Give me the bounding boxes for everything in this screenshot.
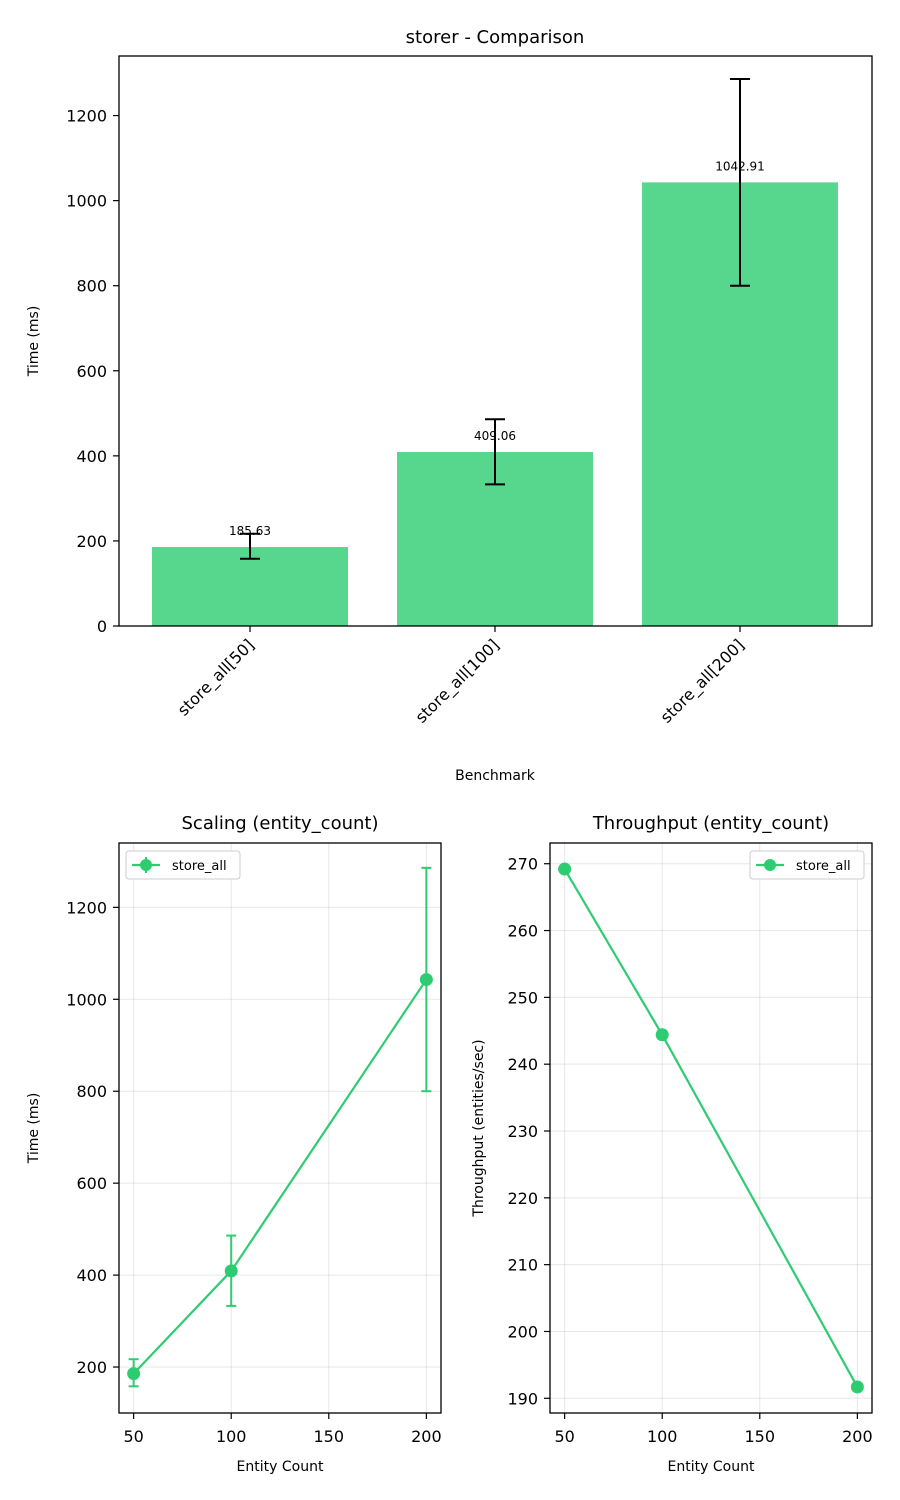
- y-tick-label: 400: [76, 447, 107, 466]
- x-tick-label: store_all[200]: [656, 635, 748, 727]
- series-line: [132, 978, 428, 1375]
- x-tick-label: 50: [123, 1427, 143, 1446]
- y-tick-label: 230: [507, 1122, 538, 1141]
- chart-title: Throughput (entity_count): [592, 813, 829, 834]
- data-point: [850, 1380, 864, 1394]
- y-tick-label: 1000: [66, 192, 107, 211]
- x-axis-label: Entity Count: [237, 1459, 324, 1475]
- legend-marker: [764, 859, 776, 871]
- legend-box: [125, 850, 241, 880]
- data-label: 185.63: [229, 524, 271, 538]
- y-tick-label: 600: [76, 362, 107, 381]
- y-axis-label: Time (ms): [26, 306, 42, 378]
- x-axis-label: Entity Count: [668, 1459, 755, 1475]
- plot-frame: [549, 842, 873, 1414]
- y-tick-label: 800: [76, 1082, 107, 1101]
- y-tick-label: 1200: [66, 898, 107, 917]
- x-tick-label: 150: [314, 1427, 345, 1446]
- y-tick-label: 400: [76, 1266, 107, 1285]
- data-point: [419, 973, 433, 987]
- y-axis-label: Time (ms): [26, 1093, 42, 1165]
- x-tick-label: 200: [411, 1427, 442, 1446]
- x-tick-label: 100: [647, 1427, 678, 1446]
- legend: store_all: [749, 850, 865, 880]
- data-point: [655, 1028, 669, 1042]
- x-tick-label: 50: [554, 1427, 574, 1446]
- data-label: 1042.91: [715, 159, 765, 173]
- comparison-chart: storer - Comparison Benchmark Time (ms) …: [26, 27, 873, 784]
- chart-title: storer - Comparison: [406, 27, 585, 48]
- x-tick-label: 150: [745, 1427, 776, 1446]
- y-axis-label: Throughput (entities/sec): [471, 1039, 487, 1217]
- y-tick-label: 600: [76, 1174, 107, 1193]
- x-tick-label: 200: [842, 1427, 873, 1446]
- legend-marker: [140, 859, 152, 871]
- chart-title: Scaling (entity_count): [182, 813, 379, 834]
- y-tick-label: 1200: [66, 107, 107, 126]
- legend: store_all: [125, 850, 241, 880]
- data-point: [558, 862, 572, 876]
- plot-frame: [118, 842, 442, 1414]
- x-tick-label: 100: [216, 1427, 247, 1446]
- y-tick-label: 0: [97, 617, 107, 636]
- x-tick-label: store_all[100]: [411, 635, 503, 727]
- data-point: [224, 1264, 238, 1278]
- bar: [152, 547, 348, 626]
- y-tick-label: 240: [507, 1055, 538, 1074]
- x-tick-label: store_all[50]: [174, 635, 259, 720]
- legend-label: store_all: [796, 859, 851, 874]
- throughput-chart: Throughput (entity_count) Entity Count T…: [471, 813, 873, 1475]
- y-tick-label: 260: [507, 922, 538, 941]
- y-tick-label: 250: [507, 988, 538, 1007]
- x-axis-label: Benchmark: [455, 768, 536, 784]
- y-tick-label: 210: [507, 1256, 538, 1275]
- scaling-chart: Scaling (entity_count) Entity Count Time…: [26, 813, 442, 1475]
- y-tick-label: 190: [507, 1389, 538, 1408]
- series-line: [563, 868, 859, 1388]
- y-tick-label: 800: [76, 277, 107, 296]
- legend-box: [749, 850, 865, 880]
- y-tick-label: 200: [76, 1358, 107, 1377]
- data-point: [127, 1367, 141, 1381]
- y-tick-label: 220: [507, 1189, 538, 1208]
- y-tick-label: 200: [76, 532, 107, 551]
- y-tick-label: 1000: [66, 990, 107, 1009]
- y-tick-label: 270: [507, 855, 538, 874]
- y-tick-label: 200: [507, 1322, 538, 1341]
- legend-label: store_all: [172, 859, 227, 874]
- data-label: 409.06: [474, 429, 516, 443]
